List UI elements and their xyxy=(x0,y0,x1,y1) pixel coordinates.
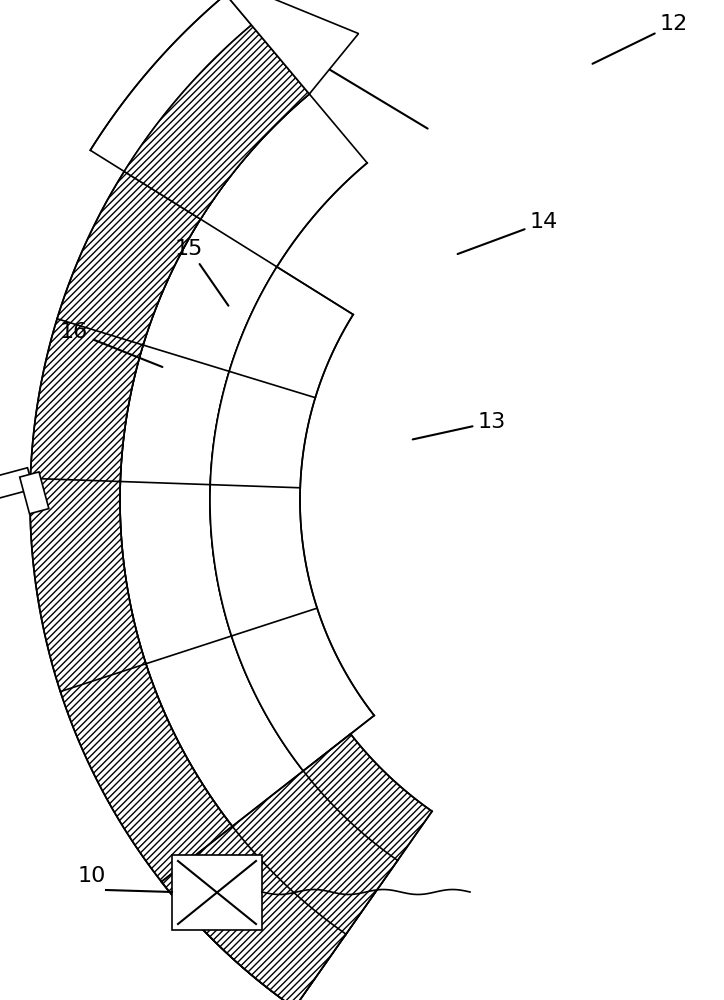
Text: 14: 14 xyxy=(458,212,558,254)
Text: 12: 12 xyxy=(592,14,689,64)
Polygon shape xyxy=(90,0,251,171)
Polygon shape xyxy=(125,25,309,219)
Polygon shape xyxy=(30,25,346,1000)
Text: 6: 6 xyxy=(300,46,428,129)
Bar xyxy=(172,855,262,930)
Polygon shape xyxy=(161,734,432,1000)
Text: 15: 15 xyxy=(175,239,228,306)
Text: 13: 13 xyxy=(413,412,506,439)
Polygon shape xyxy=(120,94,397,934)
Text: 16: 16 xyxy=(60,322,162,367)
Text: 10: 10 xyxy=(78,866,106,886)
Polygon shape xyxy=(210,267,374,771)
Polygon shape xyxy=(0,468,33,512)
Polygon shape xyxy=(206,0,358,94)
Polygon shape xyxy=(20,472,49,514)
